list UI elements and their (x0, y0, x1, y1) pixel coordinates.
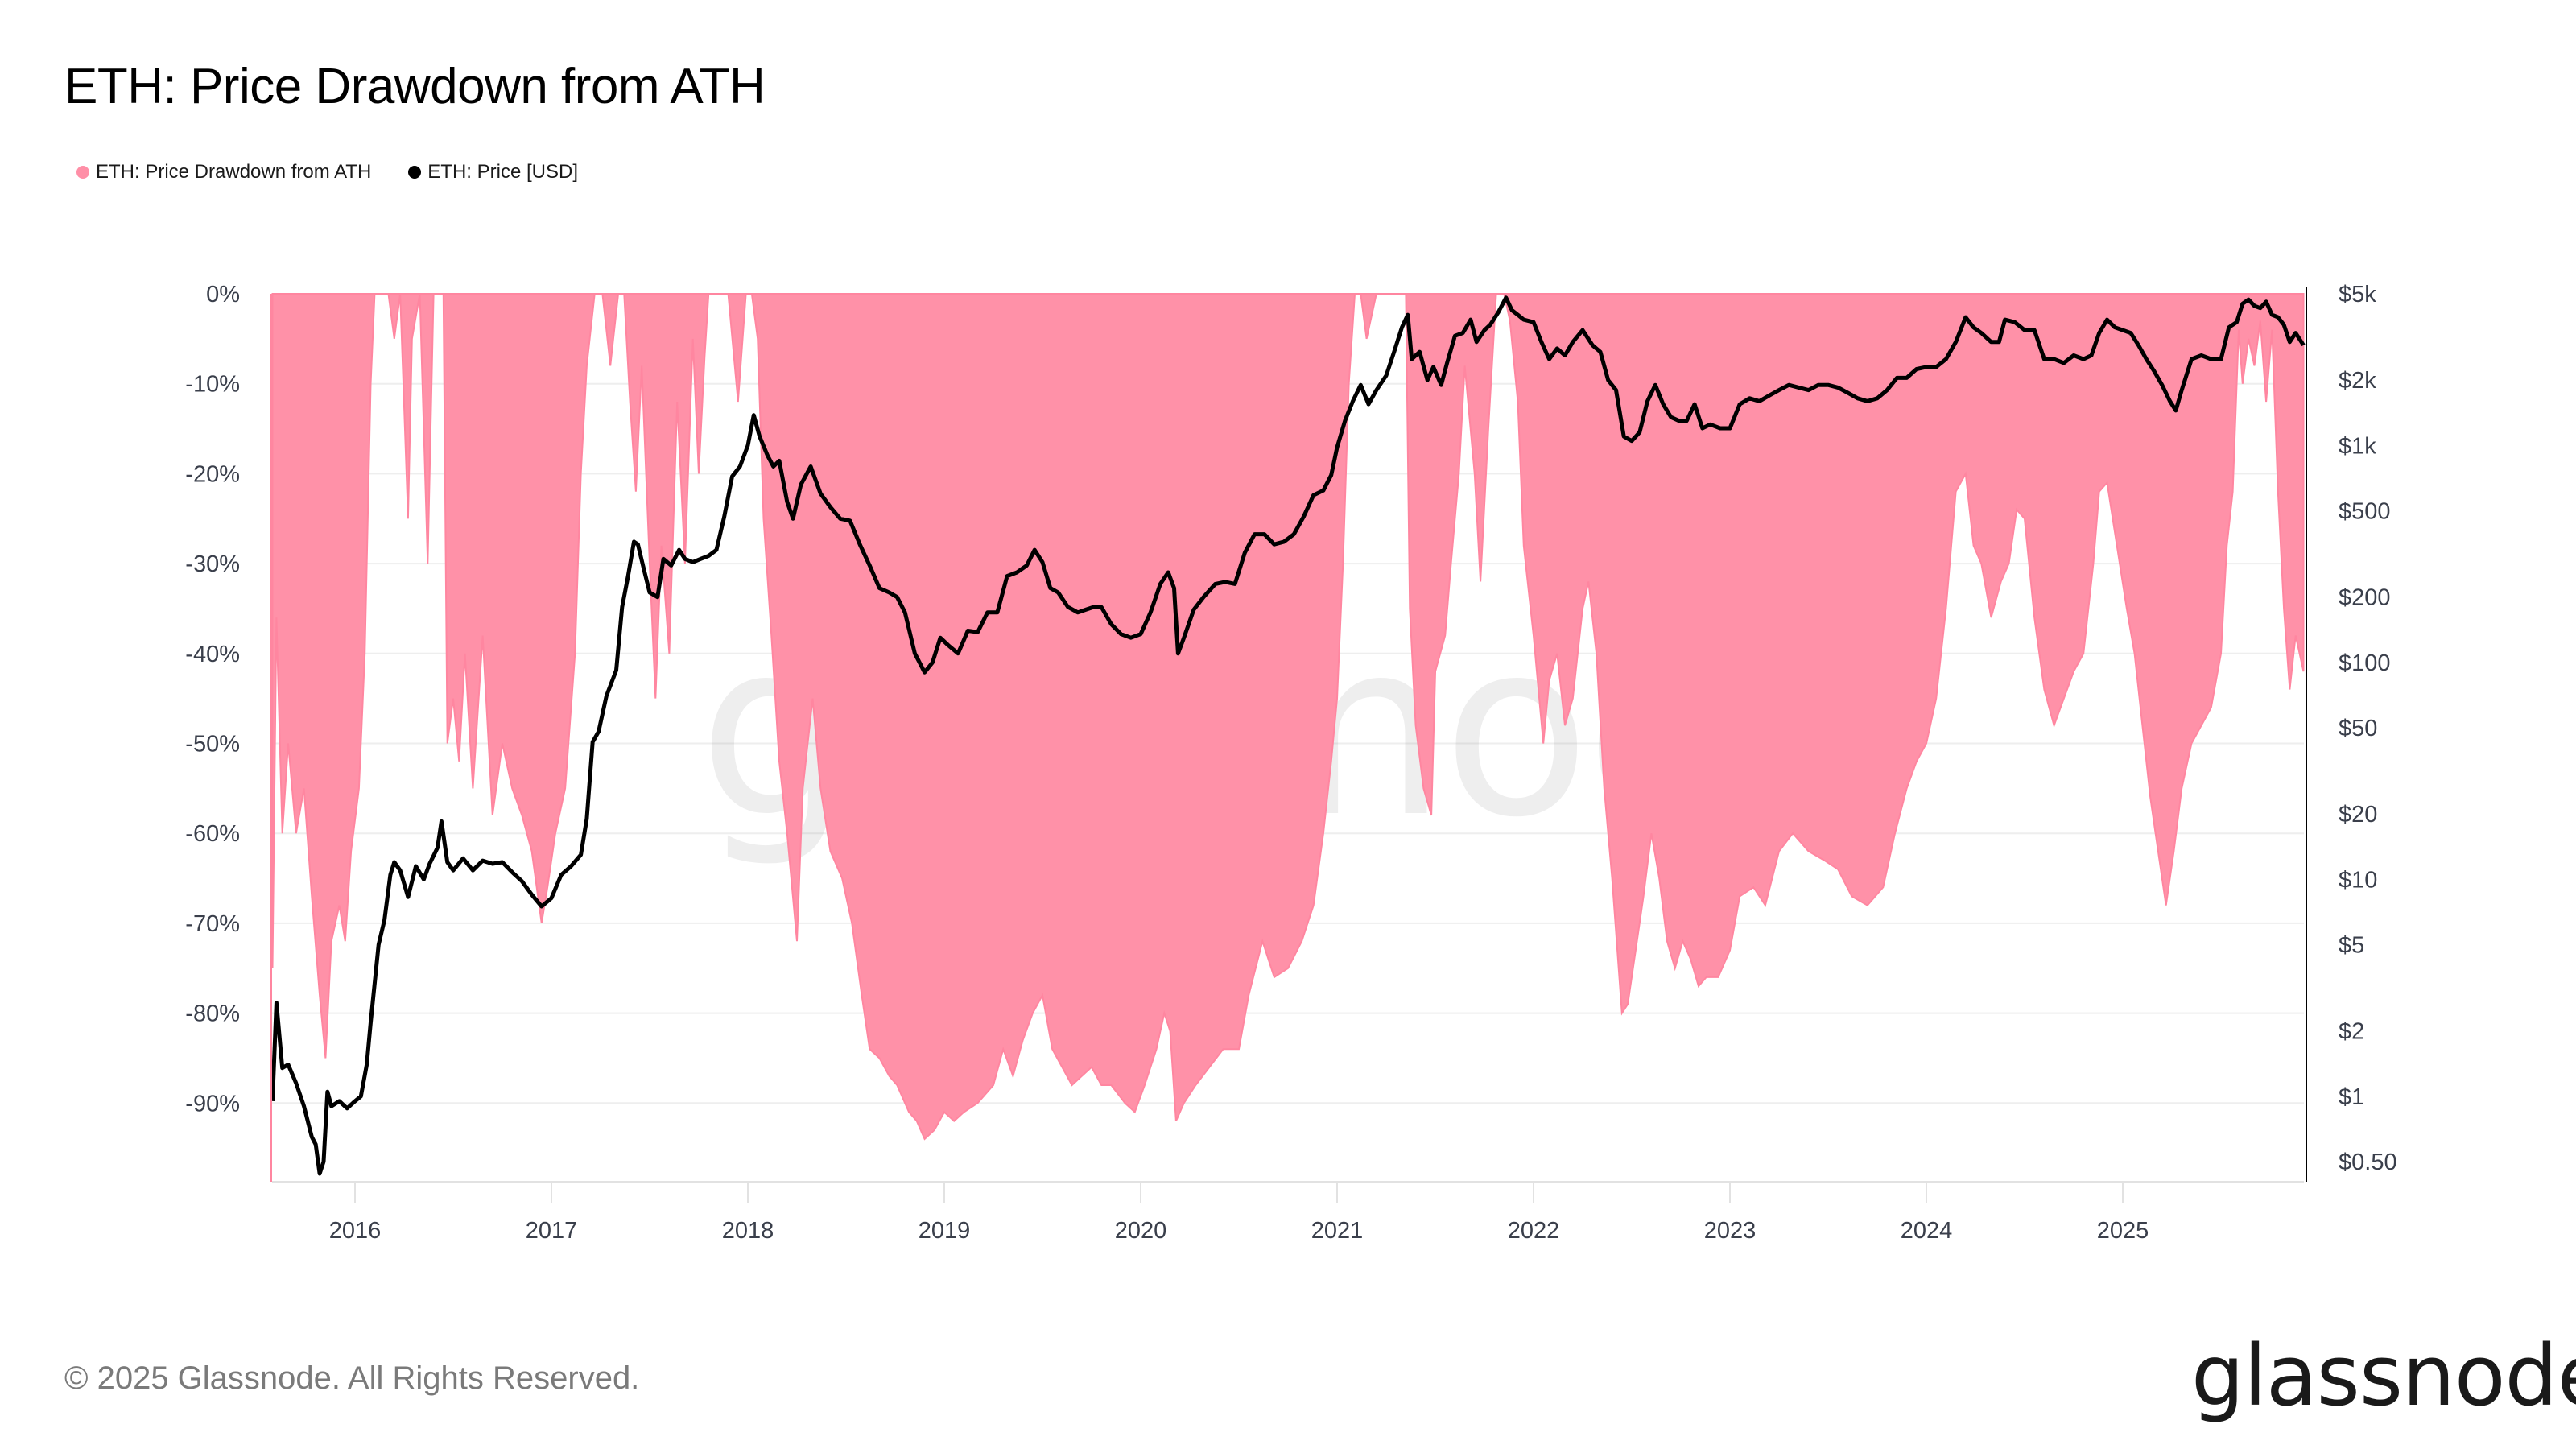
y-right-tick-label: $5k (2339, 282, 2376, 308)
x-tick-label: 2023 (1704, 1218, 1757, 1244)
price-line (270, 295, 2306, 1176)
y-left-tick-label: -70% (185, 911, 240, 937)
x-tick-label: 2019 (919, 1218, 971, 1244)
x-tick-label: 2017 (526, 1218, 578, 1244)
x-tick-label: 2025 (2097, 1218, 2149, 1244)
legend-label-price: ETH: Price [USD] (427, 161, 578, 183)
y-right-tick-label: $2k (2339, 368, 2376, 394)
x-axis: 2016 2017 2018 2019 2020 2021 2022 2023 2024 2025 (329, 1182, 2149, 1244)
y-left-tick-label: -30% (185, 551, 240, 577)
y-axis-right: $5k $2k $1k $500 $200 $100 $50 $20 $10 $5 $2 $1 $0.5… (2339, 282, 2397, 1175)
y-right-tick-label: $200 (2339, 585, 2391, 611)
x-tick-label: 2021 (1311, 1218, 1364, 1244)
legend-item-price[interactable]: ETH: Price [USD] (408, 161, 578, 184)
y-right-tick-label: $500 (2339, 499, 2391, 525)
x-tick-label: 2022 (1508, 1218, 1560, 1244)
y-right-tick-label: $100 (2339, 650, 2391, 676)
legend-dot-price (408, 166, 422, 179)
y-right-tick-label: $1 (2339, 1084, 2364, 1110)
y-left-tick-label: -40% (185, 642, 240, 667)
y-axis-left: 0% -10% -20% -30% -40% -50% -60% -70% -80% -90% (185, 282, 240, 1117)
y-right-tick-label: $10 (2339, 867, 2377, 893)
y-left-tick-label: -80% (185, 1001, 240, 1027)
y-left-tick-label: -60% (185, 821, 240, 847)
legend: ETH: Price Drawdown from ATH ETH: Price … (76, 161, 578, 184)
y-right-tick-label: $1k (2339, 433, 2376, 459)
y-left-tick-label: -10% (185, 372, 240, 398)
chart-title: ETH: Price Drawdown from ATH (64, 59, 766, 114)
y-right-tick-label: $5 (2339, 933, 2364, 959)
y-left-tick-label: 0% (206, 282, 240, 308)
y-left-tick-label: -50% (185, 732, 240, 758)
y-right-tick-label: $2 (2339, 1019, 2364, 1045)
y-right-tick-label: $50 (2339, 716, 2377, 741)
copyright: © 2025 Glassnode. All Rights Reserved. (64, 1360, 640, 1396)
x-tick-label: 2020 (1115, 1218, 1167, 1244)
y-left-tick-label: -90% (185, 1091, 240, 1117)
glassnode-logo: glassnode (2191, 1327, 2576, 1425)
x-tick-label: 2016 (329, 1218, 382, 1244)
y-left-tick-label: -20% (185, 461, 240, 487)
x-tick-label: 2024 (1901, 1218, 1953, 1244)
y-right-tick-label: $20 (2339, 802, 2377, 828)
legend-dot-drawdown (76, 166, 89, 179)
y-right-tick-label: $0.50 (2339, 1150, 2397, 1175)
legend-label-drawdown: ETH: Price Drawdown from ATH (96, 161, 372, 183)
x-tick-label: 2018 (722, 1218, 774, 1244)
drawdown-area (271, 293, 2305, 1141)
legend-item-drawdown[interactable]: ETH: Price Drawdown from ATH (76, 161, 371, 184)
